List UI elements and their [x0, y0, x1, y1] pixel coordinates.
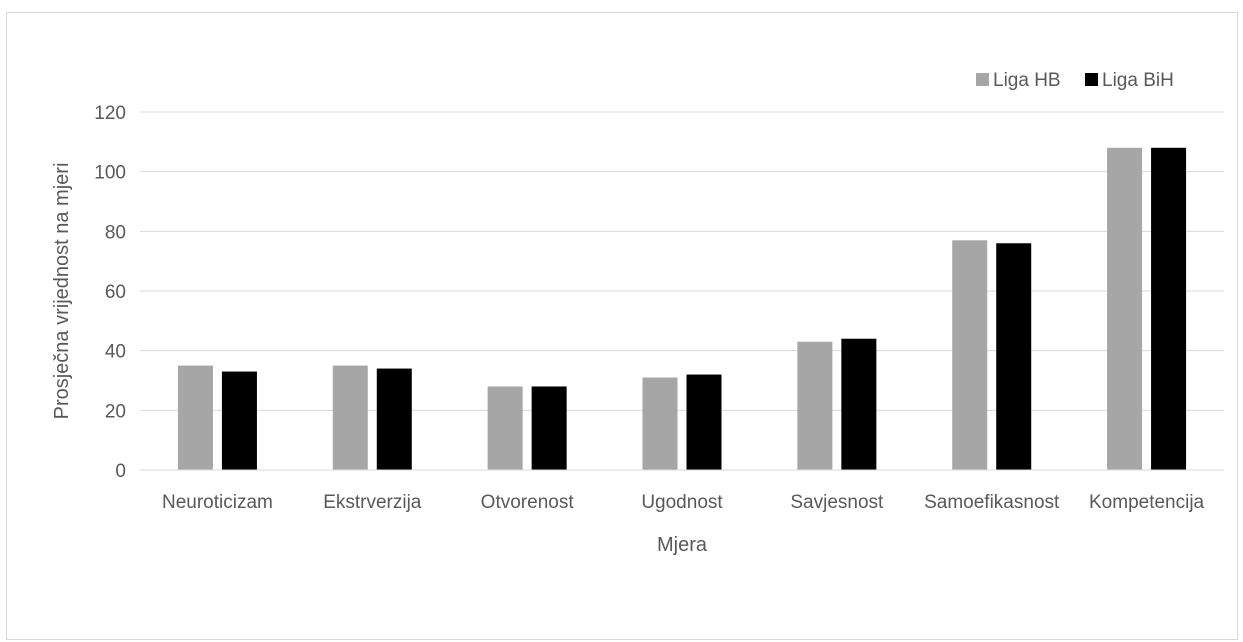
- x-tick-label: Otvorenost: [481, 492, 575, 513]
- bar-liga-hb: [797, 341, 833, 470]
- legend: Liga HB Liga BiH: [976, 70, 1174, 91]
- legend-label: Liga BiH: [1102, 70, 1174, 91]
- x-tick-label: Ugodnost: [641, 492, 723, 513]
- y-tick-label: 20: [105, 401, 126, 422]
- y-axis-ticks: 0 20 40 60 80 100 120: [94, 103, 126, 482]
- y-tick-label: 40: [105, 342, 126, 363]
- bar-liga-bih: [686, 374, 722, 470]
- bar-liga-bih: [841, 338, 877, 470]
- legend-swatch: [1085, 73, 1098, 86]
- gridlines: [140, 111, 1224, 411]
- y-axis-label: Prosječna vrijednost na mjeri: [51, 163, 73, 420]
- bar-liga-hb: [332, 365, 368, 470]
- bar-liga-hb: [487, 386, 523, 470]
- bar-liga-hb: [952, 240, 988, 470]
- bar-liga-hb: [642, 377, 678, 470]
- bars: [177, 147, 1187, 471]
- legend-swatch: [976, 73, 989, 86]
- chart-frame: [6, 12, 1238, 640]
- y-tick-label: 0: [115, 461, 126, 482]
- bar-liga-bih: [996, 243, 1032, 470]
- bar-liga-hb: [177, 365, 213, 470]
- bar-liga-hb: [1107, 147, 1143, 471]
- x-tick-label: Neuroticizam: [162, 492, 273, 513]
- bar-liga-bih: [376, 368, 412, 470]
- y-tick-label: 100: [94, 163, 126, 184]
- y-tick-label: 120: [94, 103, 126, 124]
- bar-liga-bih: [531, 386, 567, 470]
- y-tick-label: 60: [105, 282, 126, 303]
- bar-liga-bih: [1151, 147, 1187, 471]
- x-tick-label: Samoefikasnost: [924, 492, 1060, 513]
- x-tick-label: Kompetencija: [1089, 492, 1205, 513]
- x-axis-ticks: Neuroticizam Ekstrverzija Otvorenost Ugodno…: [162, 492, 1205, 513]
- x-tick-label: Ekstrverzija: [323, 492, 422, 513]
- bar-liga-bih: [221, 371, 257, 470]
- y-tick-label: 80: [105, 222, 126, 243]
- x-axis-label: Mjera: [657, 534, 708, 556]
- legend-label: Liga HB: [993, 70, 1061, 91]
- x-tick-label: Savjesnost: [790, 492, 884, 513]
